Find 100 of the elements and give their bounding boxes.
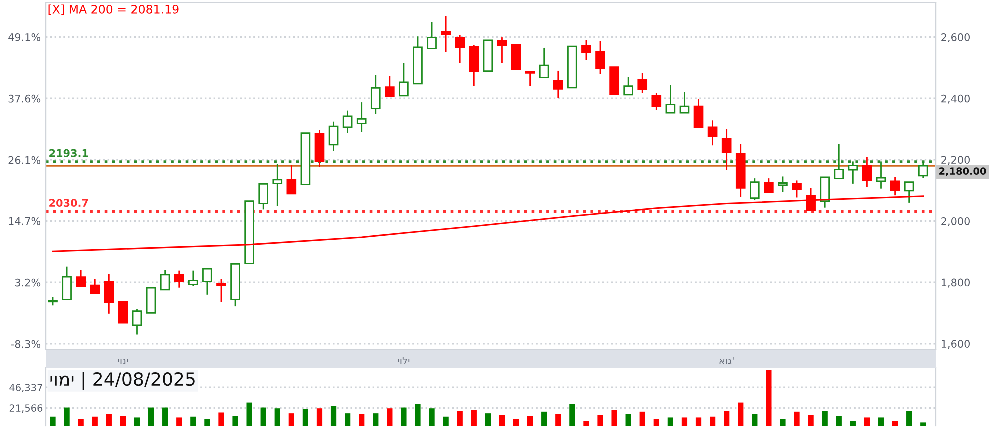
candlestick: [174, 270, 184, 288]
candlestick: [413, 36, 423, 85]
candlestick: [525, 70, 536, 86]
candlestick: [539, 48, 550, 78]
bar: [584, 421, 590, 426]
bar: [654, 419, 660, 426]
x-tick-label: יוני: [118, 359, 128, 364]
bar: [513, 419, 520, 426]
bar: [64, 408, 70, 426]
candlestick: [750, 178, 760, 200]
candlestick: [104, 274, 114, 314]
bar: [668, 418, 674, 426]
bar: [415, 404, 421, 426]
y2-tick-label: 1,800: [942, 278, 970, 288]
candlestick: [272, 164, 283, 206]
bar: [443, 416, 449, 426]
bar: [612, 410, 618, 426]
bar: [738, 402, 744, 426]
bar: [682, 418, 688, 426]
bar: [598, 415, 604, 426]
y-tick-label: 46,337: [10, 384, 42, 392]
bar: [850, 421, 856, 426]
bar: [106, 414, 112, 426]
y2-tick-label: 2,400: [942, 94, 970, 104]
candlestick: [568, 46, 578, 89]
bar: [471, 410, 477, 426]
candlestick: [694, 99, 704, 128]
candlestick: [497, 38, 508, 64]
y-tick-label: 21,566: [10, 404, 43, 413]
bar: [780, 419, 786, 426]
bar: [330, 406, 337, 426]
candlestick: [441, 16, 451, 52]
candlestick: [862, 157, 872, 188]
y2-tick-label: 1,600: [942, 340, 970, 350]
bar: [373, 414, 379, 426]
candlestick: [188, 270, 198, 286]
bar: [302, 409, 309, 426]
candlestick: [834, 144, 844, 180]
y2-tick-label: 2,200: [942, 156, 970, 166]
bar: [906, 411, 912, 426]
bar: [822, 411, 828, 426]
y2-tick-label: 2,600: [942, 34, 970, 42]
bar: [878, 418, 884, 426]
bar: [499, 415, 506, 426]
candlestick: [876, 162, 886, 189]
y-tick-label: 26.1%: [8, 156, 41, 164]
bar: [570, 404, 576, 426]
bar: [134, 418, 140, 426]
y2-tick-label: 2,000: [942, 217, 970, 226]
bar: [766, 370, 772, 426]
candlestick: [90, 279, 100, 294]
candlestick: [76, 270, 86, 288]
bar: [864, 418, 870, 426]
bar: [710, 416, 716, 426]
candlestick: [722, 129, 732, 170]
y-tick-label: 3.2%: [15, 278, 41, 287]
candlestick: [553, 70, 564, 98]
ref-line-label: 2030.7: [50, 199, 88, 208]
bar: [485, 414, 491, 426]
bar: [288, 414, 294, 426]
bar: [204, 419, 210, 426]
bar: [218, 412, 224, 426]
ref-line-label: 2,180.00: [940, 168, 986, 176]
bar: [176, 418, 182, 426]
bar: [429, 408, 435, 426]
bar: [401, 408, 407, 426]
bar: [752, 414, 758, 426]
bar: [528, 416, 534, 426]
candlestick: [286, 165, 297, 195]
bar: [724, 411, 730, 426]
candlestick: [328, 122, 339, 152]
y-tick-label: 49.1%: [8, 33, 41, 42]
candlestick: [652, 93, 662, 110]
candlestick: [258, 183, 268, 210]
candlestick: [300, 132, 311, 186]
bar: [190, 416, 196, 426]
candlestick: [904, 182, 914, 203]
candlestick: [118, 301, 128, 324]
ref-line-label: 2193.1: [50, 149, 88, 158]
candlestick: [624, 77, 634, 96]
bar: [626, 414, 632, 426]
candlestick: [666, 85, 676, 114]
annotation: [X] MA 200 = 2081.19: [48, 4, 179, 16]
candlestick: [370, 75, 381, 114]
bar: [345, 414, 351, 426]
bar: [387, 408, 393, 426]
candlestick: [342, 110, 353, 134]
candlestick: [708, 120, 718, 146]
candlestick: [918, 162, 928, 178]
bar: [148, 408, 154, 426]
bar: [260, 408, 266, 426]
bar: [78, 419, 84, 426]
bar: [92, 416, 98, 426]
candlestick: [736, 144, 746, 198]
candlestick: [132, 309, 142, 335]
bar: [316, 408, 323, 426]
bar: [232, 416, 238, 426]
bar: [359, 414, 365, 426]
candlestick: [146, 287, 156, 314]
candlestick: [314, 130, 325, 168]
